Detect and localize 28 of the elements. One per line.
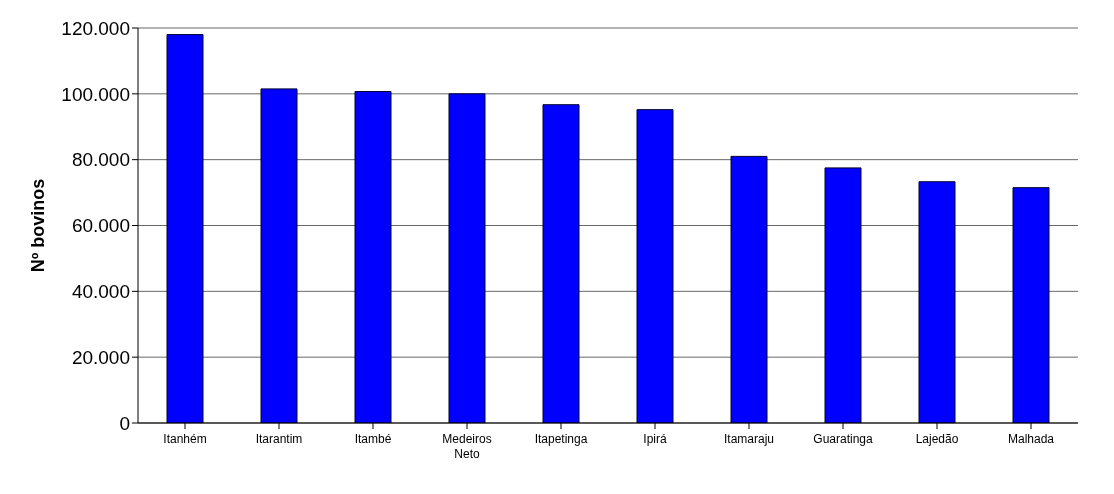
x-tick-label: Ipirá bbox=[643, 432, 667, 446]
bar bbox=[918, 181, 956, 423]
bar bbox=[448, 93, 486, 423]
bar bbox=[636, 109, 674, 423]
bar bbox=[1012, 187, 1050, 423]
bar bbox=[824, 167, 862, 423]
x-tick-label: Malhada bbox=[1007, 432, 1055, 446]
x-tick-label: Itapetinga bbox=[534, 432, 588, 446]
bar bbox=[354, 91, 392, 423]
x-tick-label: Guaratinga bbox=[813, 432, 874, 446]
bar bbox=[166, 34, 204, 423]
y-tick-label: 20.000 bbox=[71, 346, 130, 368]
y-tick-label: 80.000 bbox=[71, 149, 130, 171]
y-tick-label: 60.000 bbox=[71, 215, 130, 237]
y-tick-label: 0 bbox=[119, 412, 130, 434]
x-tick-label: Itambé bbox=[354, 432, 392, 446]
bar bbox=[730, 155, 768, 423]
y-tick-label: 100.000 bbox=[61, 83, 130, 105]
y-axis-title: Nº bovinos bbox=[28, 178, 49, 273]
bar bbox=[260, 88, 298, 423]
y-tick-label: 120.000 bbox=[61, 17, 130, 39]
x-tick-label: Medeiros Neto bbox=[442, 432, 492, 461]
x-tick-label: Itarantim bbox=[255, 432, 303, 446]
x-tick-label: Lajedão bbox=[915, 432, 959, 446]
x-tick-label: Itamaraju bbox=[723, 432, 775, 446]
y-tick-label: 40.000 bbox=[71, 281, 130, 303]
x-tick-label: Itanhém bbox=[163, 432, 207, 446]
bar bbox=[542, 104, 580, 423]
